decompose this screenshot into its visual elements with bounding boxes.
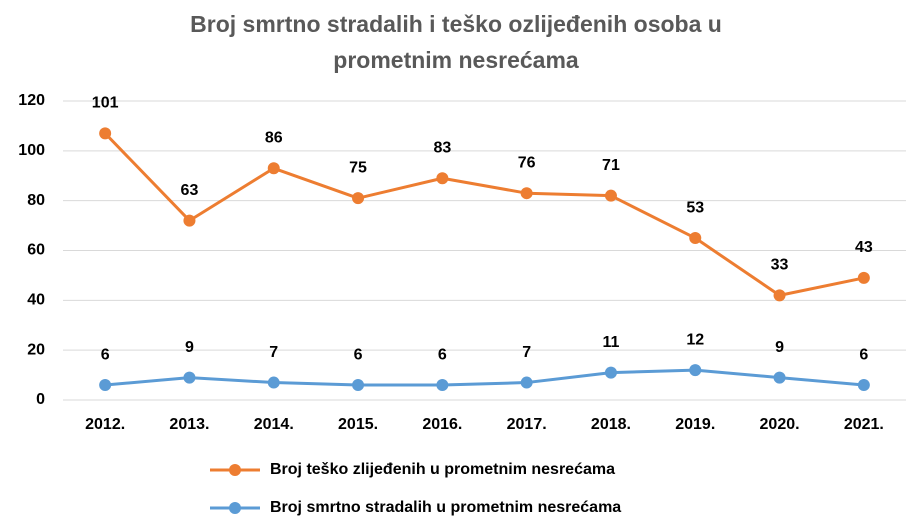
- data-label: 6: [101, 346, 110, 363]
- x-tick-label: 2012.: [85, 416, 125, 433]
- point: [773, 371, 786, 384]
- data-label: 9: [775, 339, 784, 356]
- data-label: 12: [686, 331, 704, 348]
- legend-marker: [229, 464, 241, 476]
- point: [520, 187, 533, 200]
- legend-label: Broj smrtno stradalih u prometnim nesreć…: [270, 499, 621, 516]
- legend-marker: [229, 502, 241, 514]
- y-tick-label: 120: [18, 92, 45, 109]
- data-label: 7: [522, 344, 531, 361]
- data-label: 53: [686, 199, 704, 216]
- chart-title: Broj smrtno stradalih i teško ozlijeđeni…: [190, 11, 722, 73]
- y-tick-label: 80: [27, 192, 45, 209]
- data-label: 11: [602, 334, 619, 351]
- y-tick-label: 40: [27, 292, 45, 309]
- data-label: 7: [269, 344, 278, 361]
- data-label: 83: [433, 139, 451, 156]
- point: [183, 371, 196, 384]
- point: [436, 379, 449, 392]
- data-label: 101: [92, 95, 119, 112]
- y-tick-label: 20: [27, 341, 45, 358]
- x-tick-label: 2018.: [591, 416, 631, 433]
- x-tick-label: 2016.: [422, 416, 462, 433]
- point: [267, 162, 280, 175]
- x-tick-label: 2020.: [760, 416, 800, 433]
- data-label: 76: [518, 154, 536, 171]
- y-tick-label: 100: [18, 142, 45, 159]
- series-line: [104, 132, 865, 297]
- x-tick-label: 2021.: [844, 416, 884, 433]
- data-label: 6: [859, 346, 868, 363]
- y-tick-label: 60: [27, 242, 45, 259]
- point: [436, 172, 449, 185]
- point: [857, 379, 870, 392]
- data-label: 86: [265, 129, 283, 146]
- x-tick-label: 2017.: [507, 416, 547, 433]
- data-label: 43: [855, 239, 873, 256]
- data-label: 6: [438, 346, 447, 363]
- y-tick-label: 0: [36, 391, 45, 408]
- point: [604, 366, 617, 379]
- legend-label: Broj teško zlijeđenih u prometnim nesreć…: [270, 461, 615, 478]
- series-line: [105, 368, 864, 387]
- point: [520, 376, 533, 389]
- point: [689, 232, 702, 245]
- point: [99, 127, 112, 140]
- point: [267, 376, 280, 389]
- point: [689, 364, 702, 377]
- data-label: 63: [181, 182, 199, 199]
- point: [99, 379, 112, 392]
- x-tick-label: 2013.: [169, 416, 209, 433]
- x-tick-label: 2015.: [338, 416, 378, 433]
- point: [857, 271, 870, 284]
- data-label: 75: [349, 159, 367, 176]
- point: [352, 379, 365, 392]
- point: [773, 289, 786, 302]
- point: [352, 192, 365, 205]
- x-tick-label: 2014.: [254, 416, 294, 433]
- point: [604, 189, 617, 202]
- data-label: 33: [771, 257, 789, 274]
- data-label: 9: [185, 339, 194, 356]
- data-label: 6: [354, 346, 363, 363]
- x-tick-label: 2019.: [675, 416, 715, 433]
- data-label: 71: [602, 157, 620, 174]
- point: [183, 214, 196, 227]
